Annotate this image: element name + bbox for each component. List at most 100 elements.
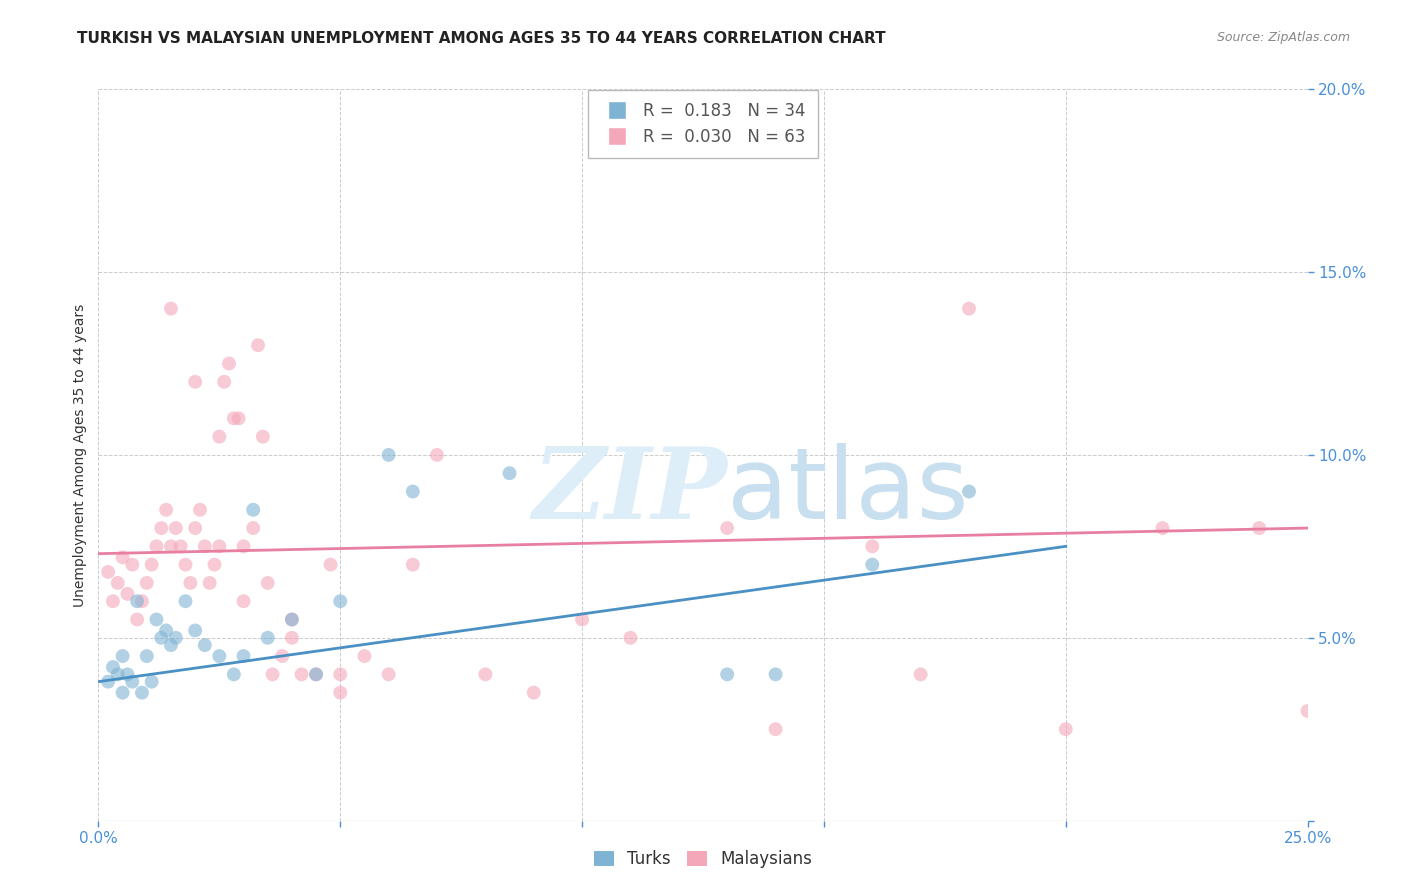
Point — [194, 539, 217, 553]
Point — [145, 539, 167, 553]
Point — [184, 375, 207, 389]
Y-axis label: Unemployment Among Ages 35 to 44 years: Unemployment Among Ages 35 to 44 years — [73, 303, 87, 607]
Point — [252, 430, 274, 444]
Point — [402, 558, 425, 572]
Point — [111, 550, 134, 565]
Point — [107, 667, 129, 681]
Point — [256, 631, 278, 645]
Point — [353, 649, 375, 664]
Point — [716, 521, 738, 535]
Point — [135, 649, 157, 664]
Point — [117, 587, 139, 601]
Point — [329, 667, 352, 681]
Point — [97, 565, 120, 579]
Point — [242, 503, 264, 517]
Point — [242, 521, 264, 535]
Point — [141, 558, 163, 572]
Point — [208, 430, 231, 444]
Point — [169, 539, 191, 553]
Point — [860, 539, 883, 553]
Point — [174, 558, 197, 572]
Point — [228, 411, 250, 425]
Point — [131, 686, 153, 700]
Point — [910, 667, 932, 681]
Point — [117, 667, 139, 681]
Text: Source: ZipAtlas.com: Source: ZipAtlas.com — [1216, 31, 1350, 45]
Legend: R =  0.183   N = 34, R =  0.030   N = 63: R = 0.183 N = 34, R = 0.030 N = 63 — [589, 90, 817, 158]
Point — [212, 375, 235, 389]
Point — [127, 594, 149, 608]
Point — [101, 660, 124, 674]
Point — [165, 631, 187, 645]
Point — [271, 649, 294, 664]
Point — [160, 301, 183, 316]
Point — [474, 667, 496, 681]
Point — [329, 594, 352, 608]
Point — [957, 484, 980, 499]
Text: atlas: atlas — [727, 443, 969, 540]
Point — [208, 539, 231, 553]
Point — [281, 613, 304, 627]
Point — [262, 667, 284, 681]
Point — [97, 674, 120, 689]
Point — [247, 338, 270, 352]
Point — [716, 667, 738, 681]
Point — [131, 594, 153, 608]
Point — [426, 448, 449, 462]
Point — [174, 594, 197, 608]
Point — [232, 649, 254, 664]
Point — [141, 674, 163, 689]
Point — [121, 558, 143, 572]
Point — [329, 686, 352, 700]
Point — [160, 638, 183, 652]
Point — [165, 521, 187, 535]
Point — [957, 301, 980, 316]
Point — [155, 503, 177, 517]
Legend: Turks, Malaysians: Turks, Malaysians — [586, 844, 820, 875]
Point — [155, 624, 177, 638]
Point — [160, 539, 183, 553]
Point — [101, 594, 124, 608]
Point — [145, 613, 167, 627]
Point — [1296, 704, 1319, 718]
Point — [232, 539, 254, 553]
Point — [111, 649, 134, 664]
Point — [402, 484, 425, 499]
Point — [218, 356, 240, 371]
Point — [198, 576, 221, 591]
Point — [150, 631, 173, 645]
Point — [860, 558, 883, 572]
Point — [127, 613, 149, 627]
Point — [290, 667, 312, 681]
Point — [194, 638, 217, 652]
Point — [765, 667, 787, 681]
Point — [208, 649, 231, 664]
Point — [232, 594, 254, 608]
Point — [188, 503, 211, 517]
Point — [377, 667, 399, 681]
Text: TURKISH VS MALAYSIAN UNEMPLOYMENT AMONG AGES 35 TO 44 YEARS CORRELATION CHART: TURKISH VS MALAYSIAN UNEMPLOYMENT AMONG … — [77, 31, 886, 46]
Point — [523, 686, 546, 700]
Point — [111, 686, 134, 700]
Point — [184, 624, 207, 638]
Point — [377, 448, 399, 462]
Point — [107, 576, 129, 591]
Point — [256, 576, 278, 591]
Point — [305, 667, 328, 681]
Point — [619, 631, 641, 645]
Point — [765, 723, 787, 737]
Point — [1249, 521, 1271, 535]
Point — [571, 613, 593, 627]
Point — [121, 674, 143, 689]
Point — [222, 411, 245, 425]
Point — [1054, 723, 1077, 737]
Point — [1152, 521, 1174, 535]
Point — [204, 558, 226, 572]
Point — [498, 466, 520, 480]
Text: ZIP: ZIP — [533, 443, 727, 540]
Point — [222, 667, 245, 681]
Point — [150, 521, 173, 535]
Point — [281, 631, 304, 645]
Point — [184, 521, 207, 535]
Point — [179, 576, 201, 591]
